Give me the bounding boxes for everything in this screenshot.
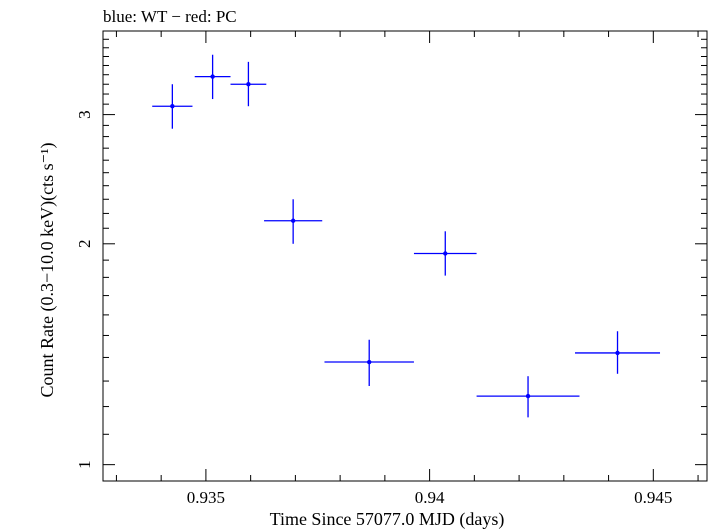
data-point — [230, 61, 267, 107]
y-ticks: 1 2 3 — [75, 38, 707, 469]
data-point — [194, 54, 231, 100]
x-tick-label: 0.94 — [415, 488, 445, 507]
data-marker — [290, 218, 296, 223]
data-marker — [443, 251, 448, 256]
data-marker — [210, 74, 215, 79]
data-marker — [246, 82, 251, 87]
y-tick-label: 3 — [75, 110, 94, 119]
data-point — [264, 199, 323, 244]
data-marker — [615, 350, 620, 356]
data-point — [324, 339, 414, 386]
y-axis-label: Count Rate (0.3−10.0 keV)(cts s⁻¹) — [37, 142, 58, 397]
data-marker — [525, 393, 531, 399]
x-axis-label: Time Since 57077.0 MJD (days) — [270, 509, 505, 530]
data-point — [413, 231, 477, 276]
chart-title: blue: WT − red: PC — [103, 7, 237, 26]
plot-frame — [102, 30, 708, 482]
data-marker — [170, 104, 175, 109]
x-tick-label: 0.935 — [187, 488, 225, 507]
data-point — [476, 376, 580, 418]
data-point — [575, 331, 661, 374]
data-point — [152, 84, 193, 129]
x-ticks: 0.935 0.94 0.945 — [115, 31, 699, 507]
data-points — [152, 54, 661, 418]
x-tick-label: 0.945 — [634, 488, 672, 507]
y-tick-label: 2 — [75, 240, 94, 249]
y-tick-label: 1 — [75, 460, 94, 469]
data-marker — [367, 359, 372, 365]
